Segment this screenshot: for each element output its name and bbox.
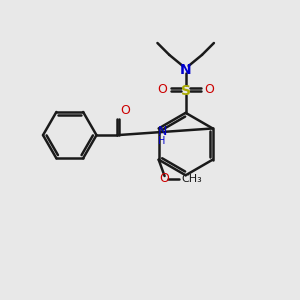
Text: CH₃: CH₃ [181, 174, 202, 184]
Text: O: O [120, 104, 130, 117]
Text: O: O [204, 83, 214, 96]
Text: N: N [180, 63, 191, 77]
Text: O: O [157, 83, 167, 96]
Text: S: S [181, 84, 191, 98]
Text: H: H [158, 136, 166, 146]
Text: N: N [157, 125, 167, 138]
Text: O: O [160, 172, 170, 185]
